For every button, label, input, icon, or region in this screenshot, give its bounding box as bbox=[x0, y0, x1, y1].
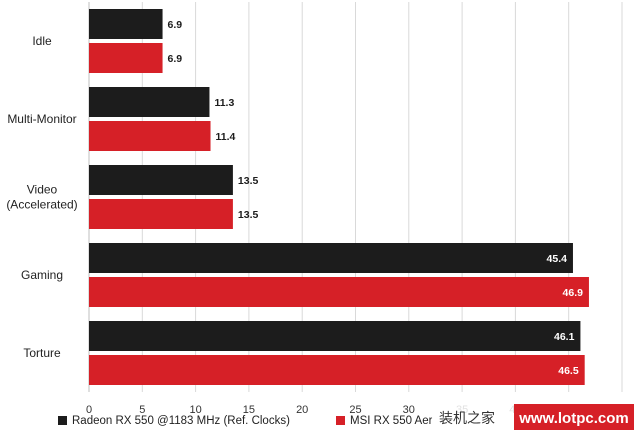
watermark-text-bg bbox=[432, 404, 514, 430]
x-tick-15: 15 bbox=[243, 404, 255, 416]
bar-msi-3 bbox=[89, 277, 589, 307]
value-label-msi-2: 13.5 bbox=[238, 209, 259, 221]
value-label-reference-1: 11.3 bbox=[214, 97, 234, 109]
legend-swatch-0 bbox=[58, 416, 67, 425]
bar-reference-1 bbox=[89, 87, 210, 117]
watermark-url: www.lotpc.com bbox=[518, 410, 628, 427]
watermark-url-bg bbox=[514, 404, 634, 430]
x-tick-0: 0 bbox=[86, 404, 92, 416]
value-label-msi-3: 46.9 bbox=[563, 287, 584, 299]
legend-swatch-1 bbox=[336, 416, 345, 425]
value-label-msi-1: 11.4 bbox=[216, 131, 236, 143]
value-label-msi-0: 6.9 bbox=[168, 53, 183, 65]
x-tick-5: 5 bbox=[139, 404, 145, 416]
bar-msi-0 bbox=[89, 43, 163, 73]
value-label-reference-0: 6.9 bbox=[168, 19, 183, 31]
value-label-reference-3: 45.4 bbox=[547, 253, 568, 265]
category-label-4: Torture bbox=[23, 346, 61, 360]
bar-msi-1 bbox=[89, 121, 211, 151]
legend: Radeon RX 550 @1183 MHz (Ref. Clocks) MSI… bbox=[58, 415, 433, 427]
category-label-0: Idle bbox=[32, 34, 52, 48]
bar-msi-2 bbox=[89, 199, 233, 229]
bar-reference-2 bbox=[89, 165, 233, 195]
legend-label-1: MSI RX 550 Aer bbox=[350, 415, 433, 427]
bar-reference-0 bbox=[89, 9, 163, 39]
value-label-reference-4: 46.1 bbox=[554, 331, 575, 343]
x-tick-20: 20 bbox=[296, 404, 308, 416]
category-labels: Idle Multi-Monitor Video(Accelerated) Gamin… bbox=[6, 34, 77, 360]
watermark: 装机之家 www.lotpc.com bbox=[432, 404, 634, 430]
watermark-text: 装机之家 bbox=[439, 410, 495, 426]
x-tick-10: 10 bbox=[189, 404, 201, 416]
category-label-3: Gaming bbox=[21, 268, 63, 282]
legend-label-0: Radeon RX 550 @1183 MHz (Ref. Clocks) bbox=[72, 415, 290, 427]
bar-reference-3 bbox=[89, 243, 573, 273]
bars: 6.9 6.9 11.3 11.4 13.5 13.5 45.4 46.9 46.1 46.5 bbox=[89, 9, 589, 385]
category-label-1: Multi-Monitor bbox=[7, 112, 76, 126]
category-label-2-line-1: (Accelerated) bbox=[6, 198, 77, 212]
value-label-reference-2: 13.5 bbox=[238, 175, 259, 187]
x-tick-30: 30 bbox=[403, 404, 415, 416]
category-label-2-line-0: Video bbox=[27, 183, 58, 197]
x-tick-25: 25 bbox=[349, 404, 361, 416]
value-label-msi-4: 46.5 bbox=[558, 365, 579, 377]
bar-msi-4 bbox=[89, 355, 585, 385]
bar-reference-4 bbox=[89, 321, 581, 351]
